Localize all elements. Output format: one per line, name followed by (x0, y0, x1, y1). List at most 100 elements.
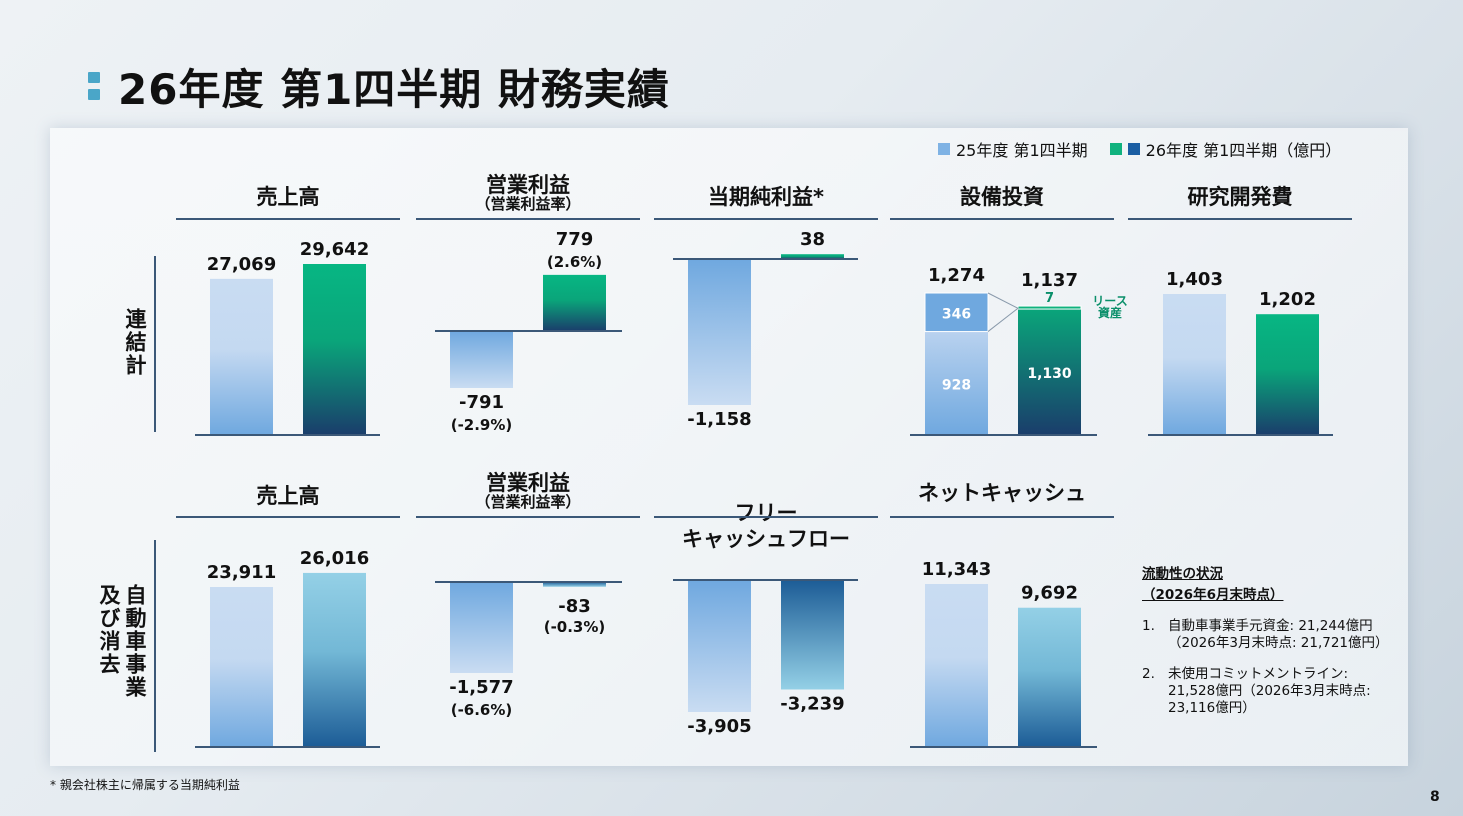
data-label-c2-0: -791 (459, 392, 504, 413)
row-label-consolidated: 連結計 (123, 308, 147, 377)
bar-c4-top-1 (1017, 305, 1082, 310)
data-label-a3-1: -3,239 (780, 693, 844, 714)
header-underline (890, 516, 1114, 518)
total-label-c4-0: 1,274 (928, 265, 985, 286)
header-a1: 売上高 (176, 485, 400, 507)
data-label-a2-1: -83 (558, 596, 591, 617)
data-label-c3-1: 38 (800, 229, 825, 250)
data-sublabel-c2-1: (2.6%) (547, 253, 602, 271)
bar-c3-1 (781, 254, 844, 259)
row-label-auto: 自動車事業 及び消去 (97, 584, 147, 699)
header-underline (1128, 218, 1352, 220)
header-a2-main: 営業利益 (486, 471, 570, 495)
header-a2: 営業利益 （営業利益率） (416, 472, 640, 510)
data-sublabel-a2-0: (-6.6%) (451, 701, 513, 719)
header-c1-main: 売上高 (256, 185, 320, 209)
header-c1: 売上高 (176, 186, 400, 208)
header-c3: 当期純利益* (654, 186, 878, 208)
data-sublabel-c2-0: (-2.9%) (451, 416, 513, 434)
bar-a2-1 (543, 582, 606, 587)
data-label-a1-0: 23,911 (207, 562, 276, 583)
data-sublabel-a2-1: (-0.3%) (544, 618, 606, 636)
bar-a1-1 (303, 572, 366, 747)
data-label-c4-top-0: 346 (942, 306, 971, 322)
header-c4-main: 設備投資 (960, 185, 1044, 209)
header-c2: 営業利益 （営業利益率） (416, 174, 640, 212)
c4-annotation-line1: リース (1092, 294, 1127, 308)
header-a3-main: フリー キャッシュフロー (682, 501, 850, 551)
page-number: 8 (1430, 789, 1440, 805)
notes-item-text: 未使用コミットメントライン: 21,528億円（2026年3月末時点: 23,1… (1168, 666, 1371, 716)
legend: 25年度 第1四半期 26年度 第1四半期（億円） (938, 137, 1341, 161)
title-marker-icon (88, 72, 100, 100)
bar-c2-1 (543, 274, 606, 331)
data-label-c1-1: 29,642 (300, 239, 369, 260)
header-c2-sub: （営業利益率） (475, 195, 581, 213)
data-label-c4-base-0: 928 (942, 377, 971, 393)
notes-subheading: （2026年6月末時点） (1142, 587, 1284, 603)
bar-a3-1 (781, 580, 844, 690)
legend-swatch-prev (938, 143, 950, 155)
data-label-c5-1: 1,202 (1259, 289, 1316, 310)
header-underline (176, 516, 400, 518)
data-label-c5-0: 1,403 (1166, 269, 1223, 290)
data-label-c4-base-1: 1,130 (1027, 366, 1072, 382)
header-a1-main: 売上高 (256, 484, 320, 508)
header-underline (416, 218, 640, 220)
row-divider-consolidated (154, 256, 156, 432)
bar-c3-0 (688, 259, 751, 405)
data-label-a2-0: -1,577 (449, 677, 513, 698)
notes-list: 1. 自動車事業手元資金: 21,244億円（2026年3月末時点: 21,721… (1142, 618, 1392, 717)
notes-item-num: 2. (1142, 666, 1155, 682)
notes-item: 2. 未使用コミットメントライン: 21,528億円（2026年3月末時点: 23… (1142, 666, 1392, 717)
notes-item-text: 自動車事業手元資金: 21,244億円（2026年3月末時点: 21,721億円… (1168, 618, 1389, 651)
legend-swatch-curr-green (1109, 143, 1122, 155)
data-label-c2-1: 779 (556, 229, 594, 250)
bar-c5-0 (1163, 294, 1226, 435)
header-c5-main: 研究開発費 (1187, 185, 1293, 209)
legend-prev-label: 25年度 第1四半期 (956, 141, 1088, 160)
bar-c4-top-0 (924, 292, 989, 333)
notes-item: 1. 自動車事業手元資金: 21,244億円（2026年3月末時点: 21,721… (1142, 618, 1392, 652)
c4-annotation-line2: 資産 (1098, 305, 1122, 320)
bar-a2-0 (450, 582, 513, 673)
data-label-c1-0: 27,069 (207, 254, 276, 275)
header-c3-main: 当期純利益* (708, 185, 824, 209)
bar-c5-1 (1256, 314, 1319, 435)
c4-connector (987, 292, 1019, 332)
bar-a1-0 (210, 587, 273, 747)
page-title: 26年度 第1四半期 財務実績 (118, 65, 670, 114)
header-c5: 研究開発費 (1128, 186, 1352, 208)
bar-a4-0 (925, 584, 988, 747)
bar-c1-0 (210, 278, 273, 435)
header-a2-sub: （営業利益率） (475, 493, 581, 511)
bar-a4-1 (1018, 607, 1081, 747)
header-underline (654, 516, 878, 518)
footnote: * 親会社株主に帰属する当期純利益 (50, 778, 240, 792)
header-a4-main: ネットキャッシュ (918, 481, 1086, 505)
bar-a3-0 (688, 580, 751, 712)
header-underline (654, 218, 878, 220)
header-a4: ネットキャッシュ (890, 482, 1114, 504)
data-label-c3-0: -1,158 (687, 409, 751, 430)
row-divider-auto (154, 540, 156, 752)
bar-c4-base-0 (925, 331, 988, 435)
header-c4: 設備投資 (890, 186, 1114, 208)
bar-c2-0 (450, 331, 513, 388)
legend-swatch-curr-blue (1127, 143, 1140, 155)
data-label-a4-1: 9,692 (1021, 583, 1078, 604)
total-label-c4-1: 1,137 (1021, 270, 1078, 291)
data-label-a3-0: -3,905 (687, 716, 751, 737)
notes-item-num: 1. (1142, 618, 1155, 634)
header-underline (890, 218, 1114, 220)
data-label-c4-top-1: 7 (1045, 291, 1054, 306)
bar-c4-base-1 (1018, 309, 1081, 435)
header-underline (176, 218, 400, 220)
data-label-a4-0: 11,343 (922, 559, 991, 580)
header-underline (416, 516, 640, 518)
bar-c1-1 (303, 264, 366, 435)
data-label-a1-1: 26,016 (300, 548, 369, 569)
liquidity-notes: 流動性の状況 （2026年6月末時点） 1. 自動車事業手元資金: 21,244億… (1142, 566, 1392, 731)
header-c2-main: 営業利益 (486, 173, 570, 197)
